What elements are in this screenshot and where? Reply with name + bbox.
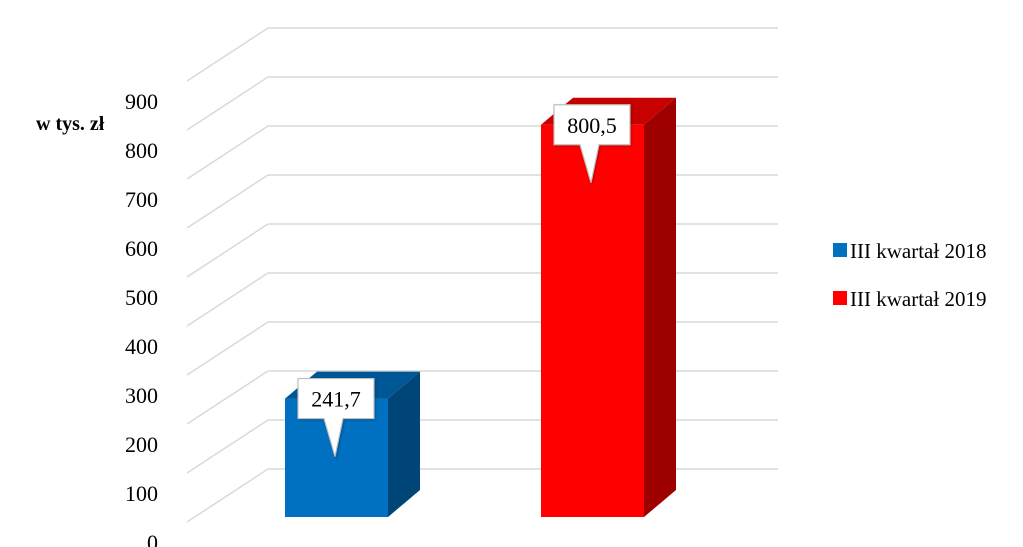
- y-tick-label: 400: [125, 334, 158, 359]
- gridline-diagonal: [186, 125, 269, 180]
- gridline-diagonal: [186, 272, 269, 327]
- legend-item: III kwartał 2018: [833, 239, 986, 263]
- y-tick-label: 0: [147, 530, 158, 547]
- legend: III kwartał 2018 III kwartał 2019: [833, 239, 986, 311]
- legend-swatch: [833, 243, 847, 257]
- data-label-callout: 800,5: [553, 104, 631, 183]
- legend-swatch: [833, 291, 847, 305]
- gridline-diagonal: [186, 174, 269, 229]
- data-label: 800,5: [567, 113, 617, 138]
- bar-side: [388, 371, 420, 517]
- gridlines: [186, 27, 778, 523]
- y-axis-label: w tys. zł: [36, 113, 105, 135]
- y-tick-label: 100: [125, 481, 158, 506]
- bar-2: [541, 97, 676, 517]
- legend-item: III kwartał 2019: [833, 287, 986, 311]
- bar-front: [541, 124, 644, 517]
- y-tick-label: 500: [125, 285, 158, 310]
- y-tick-label: 600: [125, 236, 158, 261]
- y-tick-label: 700: [125, 187, 158, 212]
- legend-label: III kwartał 2018: [850, 239, 986, 263]
- gridline-diagonal: [186, 27, 269, 82]
- data-label: 241,7: [311, 387, 361, 412]
- gridline-diagonal: [186, 223, 269, 278]
- bars: [285, 97, 676, 517]
- gridline-diagonal: [186, 321, 269, 376]
- gridline-diagonal: [186, 370, 269, 425]
- gridline-diagonal: [186, 468, 269, 523]
- data-labels: 241,7 800,5: [297, 104, 631, 457]
- y-tick-label: 300: [125, 383, 158, 408]
- legend-label: III kwartał 2019: [850, 287, 986, 311]
- data-label-callout: 241,7: [297, 377, 375, 457]
- gridline-diagonal: [186, 76, 269, 131]
- y-tick-label: 800: [125, 138, 158, 163]
- y-axis-ticks: 0 100 200 300 400 500 600 700 800 900: [125, 89, 158, 547]
- y-tick-label: 900: [125, 89, 158, 114]
- y-tick-label: 200: [125, 432, 158, 457]
- gridline-diagonal: [186, 419, 269, 474]
- bar-side: [644, 97, 676, 517]
